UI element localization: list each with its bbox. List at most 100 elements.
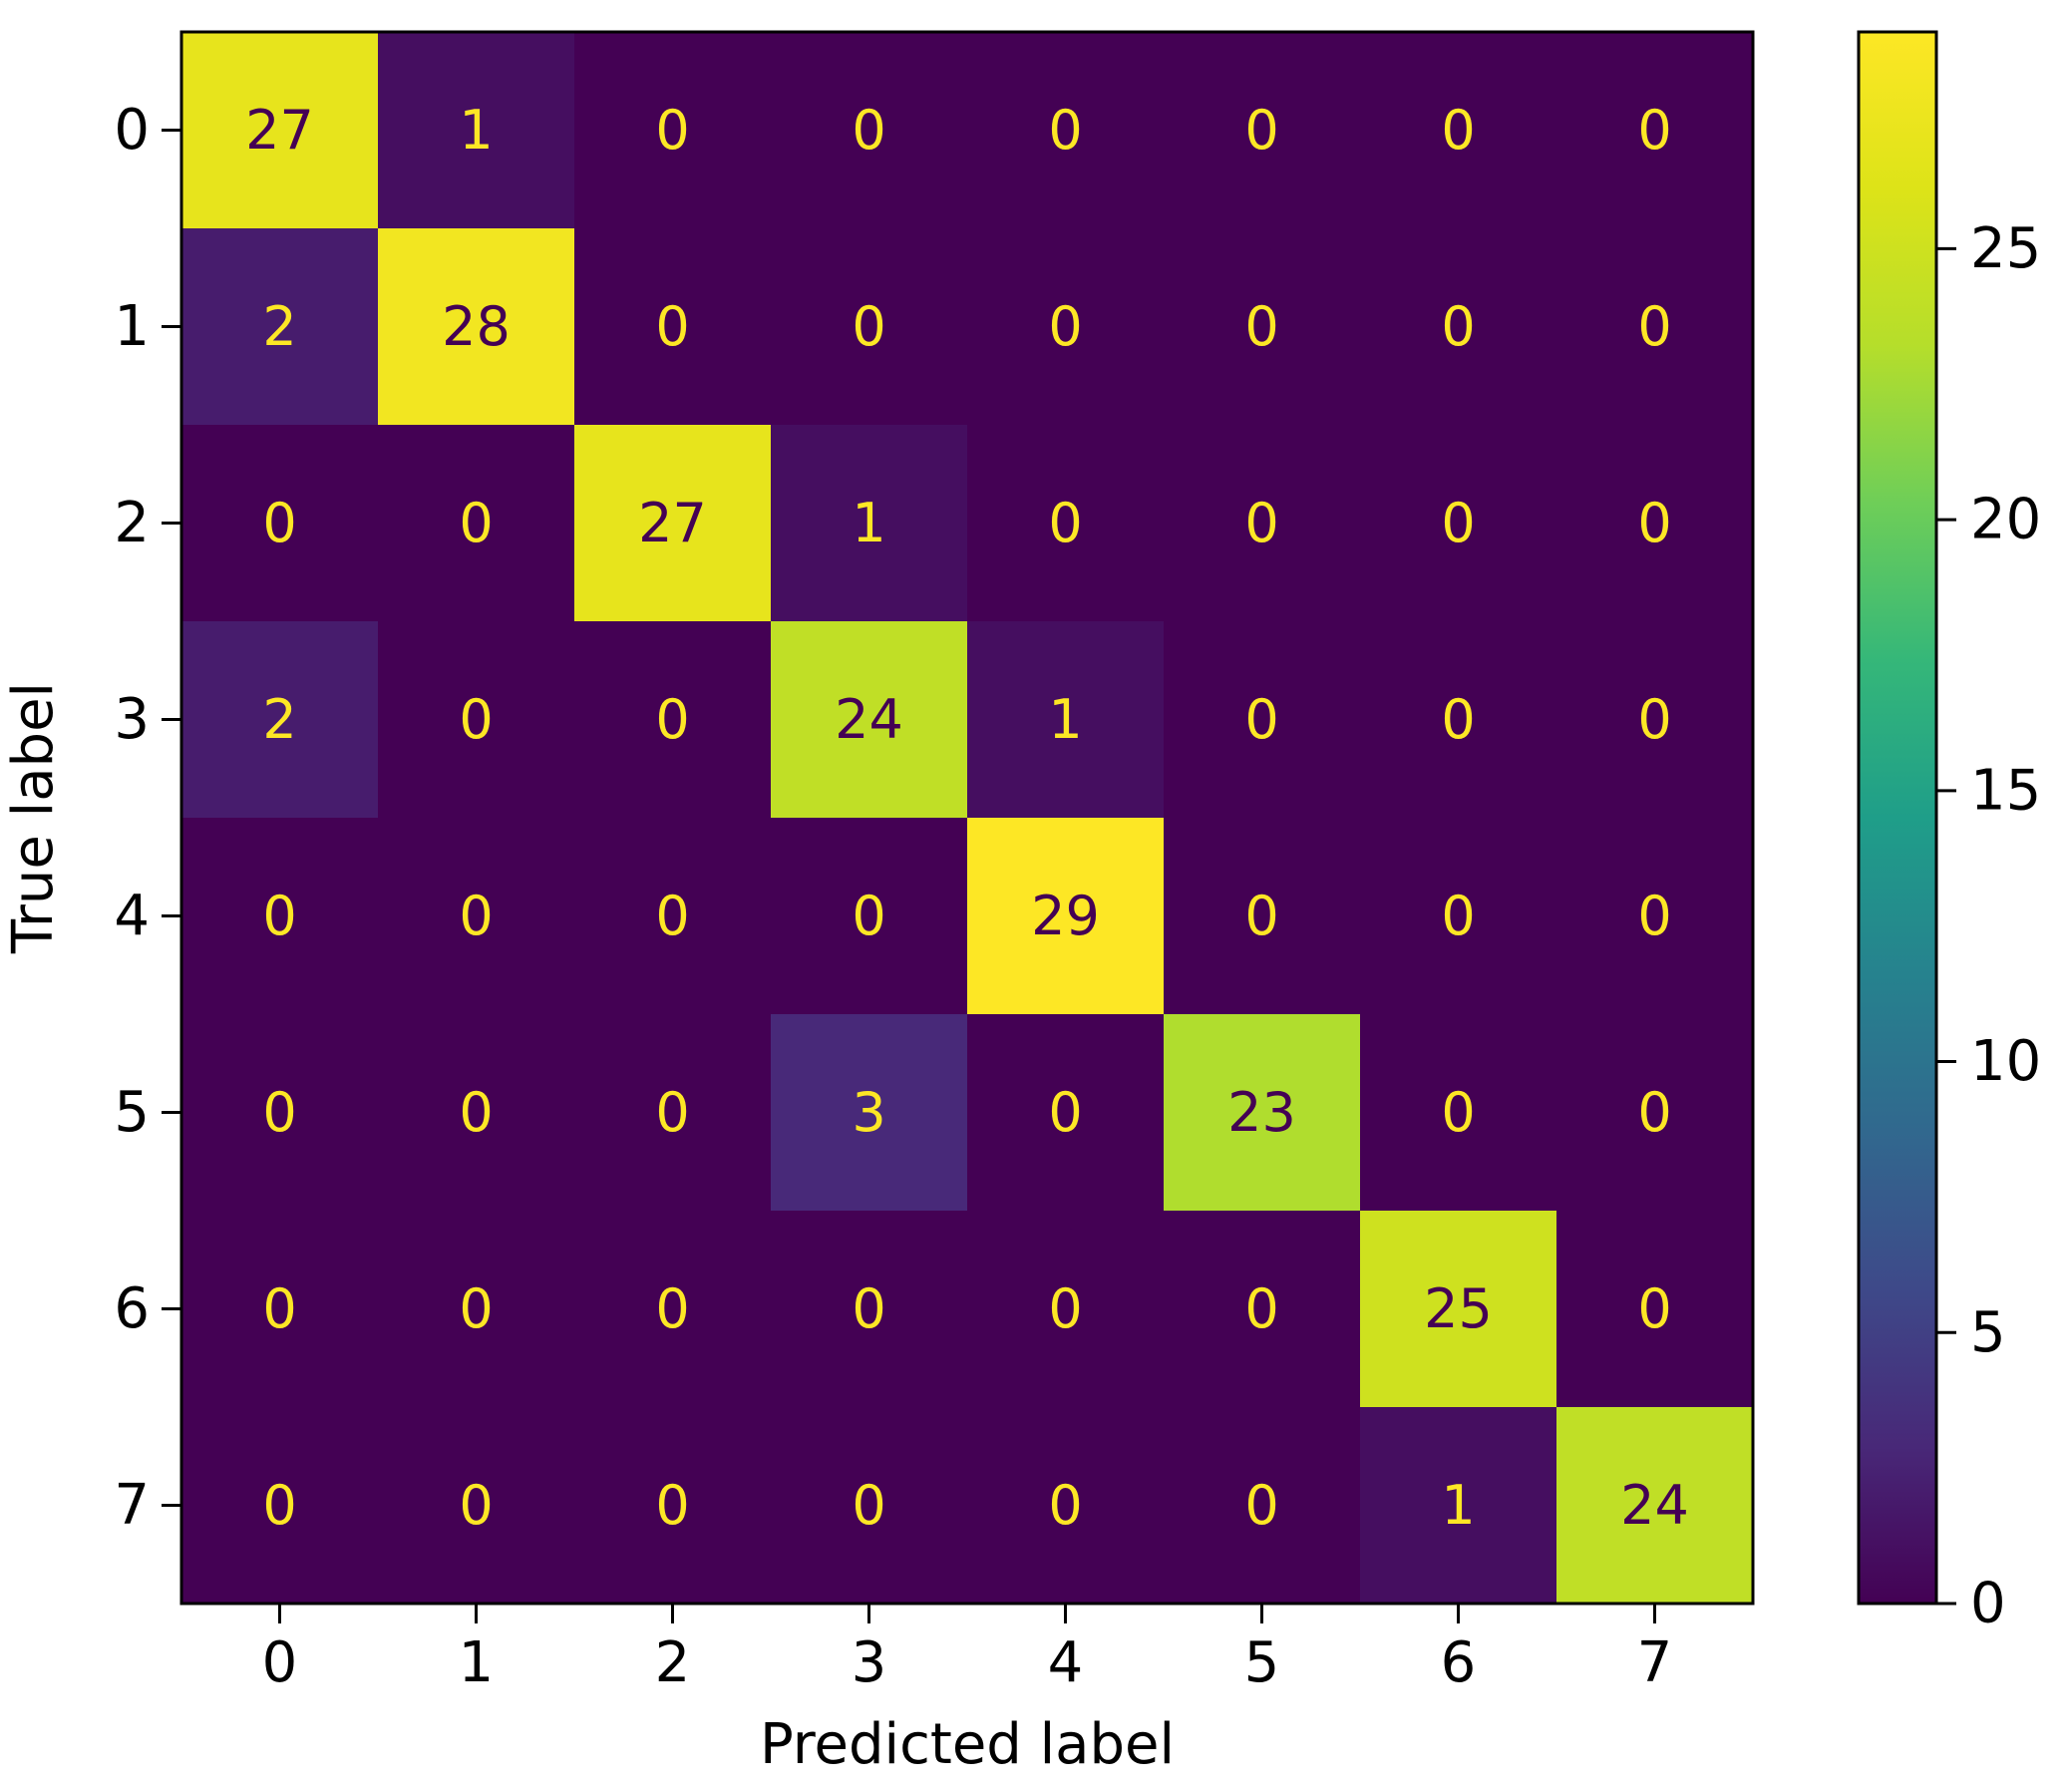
heatmap-cell bbox=[1360, 818, 1557, 1015]
heatmap-cell bbox=[967, 425, 1165, 622]
cell-annotations: 27 1 0 0 0 0 0 0 2 28 0 0 0 0 0 0 0 0 27 1 0 0 0 0 2 0 0 24 1 0 0 0 0 0 0 0… bbox=[245, 99, 1689, 1537]
heatmap-cell bbox=[967, 228, 1165, 426]
cell-value-label: 0 bbox=[1637, 688, 1671, 751]
heatmap-cell bbox=[181, 228, 379, 426]
cell-value-label: 0 bbox=[1048, 1081, 1082, 1144]
heatmap-cells bbox=[181, 32, 1754, 1605]
cell-value-label: 0 bbox=[1637, 99, 1671, 162]
cell-value-label: 0 bbox=[655, 1081, 689, 1144]
cell-value-label: 0 bbox=[1441, 295, 1475, 358]
cell-value-label: 0 bbox=[1244, 492, 1278, 554]
heatmap-cell bbox=[1556, 32, 1754, 229]
cell-value-label: 0 bbox=[1048, 492, 1082, 554]
cell-value-label: 27 bbox=[245, 99, 314, 162]
cell-value-label: 0 bbox=[1441, 688, 1475, 751]
cell-value-label: 1 bbox=[852, 492, 885, 554]
cell-value-label: 0 bbox=[655, 885, 689, 947]
cell-value-label: 0 bbox=[1244, 99, 1278, 162]
heatmap-cell bbox=[1360, 1014, 1557, 1212]
cell-value-label: 0 bbox=[1637, 885, 1671, 947]
heatmap-cell bbox=[771, 621, 968, 819]
heatmap-cell bbox=[1164, 1014, 1361, 1212]
heatmap-cell bbox=[967, 1014, 1165, 1212]
cell-value-label: 3 bbox=[852, 1081, 885, 1144]
cell-value-label: 0 bbox=[1441, 1081, 1475, 1144]
x-tick-label: 4 bbox=[1048, 1630, 1084, 1695]
heatmap-cell bbox=[378, 1211, 575, 1408]
y-tick-label: 2 bbox=[114, 491, 150, 555]
heatmap-cell bbox=[574, 818, 772, 1015]
cell-value-label: 24 bbox=[1620, 1474, 1689, 1537]
cell-value-label: 0 bbox=[655, 99, 689, 162]
cell-value-label: 0 bbox=[1244, 885, 1278, 947]
cell-value-label: 0 bbox=[1048, 99, 1082, 162]
heatmap-cell bbox=[574, 425, 772, 622]
heatmap-cell bbox=[1164, 228, 1361, 426]
x-axis: 0 1 2 3 4 5 6 7 bbox=[262, 1604, 1673, 1695]
cell-value-label: 0 bbox=[1244, 295, 1278, 358]
heatmap-cell bbox=[378, 1014, 575, 1212]
cell-value-label: 0 bbox=[1441, 492, 1475, 554]
heatmap-cell bbox=[378, 228, 575, 426]
y-tick-label: 3 bbox=[114, 687, 150, 752]
heatmap-cell bbox=[1556, 1014, 1754, 1212]
heatmap-cell bbox=[181, 1014, 379, 1212]
y-tick-label: 0 bbox=[114, 98, 150, 163]
y-axis: 0 1 2 3 4 5 6 7 bbox=[114, 98, 181, 1538]
heatmap-cell bbox=[1556, 228, 1754, 426]
cell-value-label: 2 bbox=[262, 688, 296, 751]
heatmap-cell bbox=[181, 621, 379, 819]
heatmap-cell bbox=[771, 818, 968, 1015]
cell-value-label: 0 bbox=[459, 492, 493, 554]
plot-frame bbox=[179, 30, 1755, 1606]
cell-value-label: 0 bbox=[852, 1277, 885, 1340]
heatmap-cell bbox=[771, 1407, 968, 1605]
heatmap-cell bbox=[967, 1407, 1165, 1605]
heatmap-cell bbox=[1164, 425, 1361, 622]
heatmap-cell bbox=[181, 1211, 379, 1408]
cell-value-label: 1 bbox=[1441, 1474, 1475, 1537]
heatmap-cell bbox=[1360, 228, 1557, 426]
heatmap-cell bbox=[378, 1407, 575, 1605]
heatmap-cell bbox=[1164, 621, 1361, 819]
cell-value-label: 0 bbox=[459, 1474, 493, 1537]
heatmap-cell bbox=[378, 425, 575, 622]
heatmap-cell bbox=[771, 1014, 968, 1212]
heatmap-cell bbox=[574, 621, 772, 819]
cell-value-label: 0 bbox=[852, 1474, 885, 1537]
heatmap-cell bbox=[1164, 818, 1361, 1015]
cell-value-label: 23 bbox=[1227, 1081, 1296, 1144]
heatmap-cell bbox=[1164, 1211, 1361, 1408]
cell-value-label: 1 bbox=[1048, 688, 1082, 751]
heatmap-cell bbox=[181, 32, 379, 229]
cell-value-label: 0 bbox=[1637, 492, 1671, 554]
heatmap-cell bbox=[1164, 32, 1361, 229]
cell-value-label: 0 bbox=[852, 99, 885, 162]
colorbar-tick-label: 20 bbox=[1970, 488, 2041, 552]
heatmap-cell bbox=[181, 818, 379, 1015]
cell-value-label: 0 bbox=[1048, 1474, 1082, 1537]
heatmap-cell bbox=[967, 32, 1165, 229]
heatmap-cell bbox=[1360, 1407, 1557, 1605]
x-tick-label: 6 bbox=[1441, 1630, 1477, 1695]
colorbar-tick-label: 10 bbox=[1970, 1029, 2041, 1094]
cell-value-label: 25 bbox=[1424, 1277, 1493, 1340]
y-tick-label: 1 bbox=[114, 294, 150, 359]
cell-value-label: 0 bbox=[262, 492, 296, 554]
x-tick-label: 0 bbox=[262, 1630, 298, 1695]
heatmap-cell bbox=[1556, 1211, 1754, 1408]
heatmap-cell bbox=[1556, 425, 1754, 622]
cell-value-label: 0 bbox=[1244, 1474, 1278, 1537]
heatmap-cell bbox=[1360, 1211, 1557, 1408]
x-tick-label: 7 bbox=[1637, 1630, 1673, 1695]
heatmap-cell bbox=[967, 818, 1165, 1015]
x-axis-label: Predicted label bbox=[760, 1712, 1175, 1777]
cell-value-label: 0 bbox=[1048, 1277, 1082, 1340]
heatmap-cell bbox=[967, 621, 1165, 819]
heatmap-cell bbox=[378, 621, 575, 819]
heatmap-cell bbox=[771, 425, 968, 622]
cell-value-label: 0 bbox=[1441, 99, 1475, 162]
y-tick-label: 5 bbox=[114, 1080, 150, 1145]
heatmap-cell bbox=[181, 425, 379, 622]
